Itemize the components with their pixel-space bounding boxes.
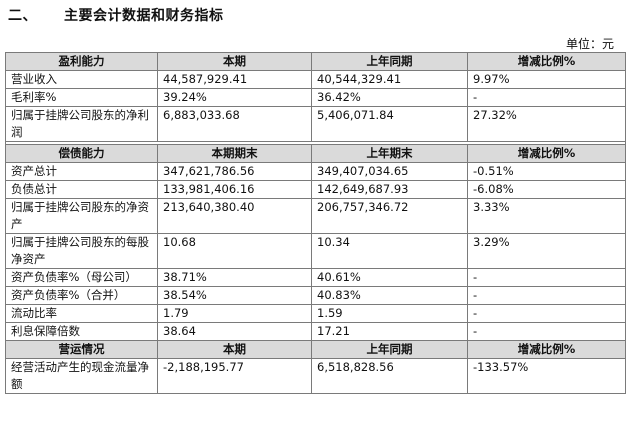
header-previous: 上年同期 (311, 52, 468, 71)
table-header-row: 偿债能力 本期期末 上年期末 增减比例% (5, 144, 626, 163)
header-change: 增减比例% (467, 144, 626, 163)
row-label: 流动比率 (5, 304, 158, 323)
current-value: -2,188,195.77 (157, 358, 312, 394)
change-value: - (467, 304, 626, 323)
row-label: 利息保障倍数 (5, 322, 158, 341)
header-change: 增减比例% (467, 52, 626, 71)
previous-value: 40,544,329.41 (311, 70, 468, 89)
header-previous: 上年期末 (311, 144, 468, 163)
change-value: - (467, 268, 626, 287)
row-label: 负债总计 (5, 180, 158, 199)
current-value: 213,640,380.40 (157, 198, 312, 234)
table-row: 流动比率 1.79 1.59 - (5, 304, 626, 323)
table-row: 资产负债率%（母公司） 38.71% 40.61% - (5, 268, 626, 287)
table-row: 归属于挂牌公司股东的每股净资产 10.68 10.34 3.29% (5, 233, 626, 269)
header-category: 营运情况 (5, 340, 158, 359)
table-row: 毛利率% 39.24% 36.42% - (5, 88, 626, 107)
change-value: -6.08% (467, 180, 626, 199)
header-change: 增减比例% (467, 340, 626, 359)
table-row: 归属于挂牌公司股东的净资产 213,640,380.40 206,757,346… (5, 198, 626, 234)
table-row: 资产负债率%（合并） 38.54% 40.83% - (5, 286, 626, 305)
previous-value: 40.83% (311, 286, 468, 305)
change-value: 3.29% (467, 233, 626, 269)
current-value: 6,883,033.68 (157, 106, 312, 142)
row-label: 归属于挂牌公司股东的每股净资产 (5, 233, 158, 269)
current-value: 347,621,786.56 (157, 162, 312, 181)
unit-label: 单位：元 (565, 37, 614, 51)
previous-value: 6,518,828.56 (311, 358, 468, 394)
row-label: 归属于挂牌公司股东的净资产 (5, 198, 158, 234)
section-number: 二、 (8, 8, 37, 24)
row-label: 资产负债率%（母公司） (5, 268, 158, 287)
header-current: 本期 (157, 52, 312, 71)
table-row: 资产总计 347,621,786.56 349,407,034.65 -0.51… (5, 162, 626, 181)
change-value: -0.51% (467, 162, 626, 181)
current-value: 38.71% (157, 268, 312, 287)
table-row: 利息保障倍数 38.64 17.21 - (5, 322, 626, 341)
previous-value: 10.34 (311, 233, 468, 269)
change-value: - (467, 88, 626, 107)
header-current: 本期期末 (157, 144, 312, 163)
previous-value: 5,406,071.84 (311, 106, 468, 142)
section-heading: 二、 主要会计数据和财务指标 (8, 5, 224, 25)
previous-value: 142,649,687.93 (311, 180, 468, 199)
previous-value: 40.61% (311, 268, 468, 287)
row-label: 经营活动产生的现金流量净额 (5, 358, 158, 394)
previous-value: 206,757,346.72 (311, 198, 468, 234)
current-value: 10.68 (157, 233, 312, 269)
row-label: 毛利率% (5, 88, 158, 107)
financial-data-table: 盈利能力 本期 上年同期 增减比例% 营业收入 44,587,929.41 40… (5, 52, 626, 394)
header-category: 偿债能力 (5, 144, 158, 163)
previous-value: 1.59 (311, 304, 468, 323)
current-value: 38.54% (157, 286, 312, 305)
current-value: 39.24% (157, 88, 312, 107)
current-value: 1.79 (157, 304, 312, 323)
current-value: 38.64 (157, 322, 312, 341)
change-value: - (467, 286, 626, 305)
change-value: 3.33% (467, 198, 626, 234)
previous-value: 349,407,034.65 (311, 162, 468, 181)
row-label: 资产总计 (5, 162, 158, 181)
previous-value: 36.42% (311, 88, 468, 107)
current-value: 44,587,929.41 (157, 70, 312, 89)
table-row: 负债总计 133,981,406.16 142,649,687.93 -6.08… (5, 180, 626, 199)
row-label: 营业收入 (5, 70, 158, 89)
change-value: 9.97% (467, 70, 626, 89)
table-row: 营业收入 44,587,929.41 40,544,329.41 9.97% (5, 70, 626, 89)
header-category: 盈利能力 (5, 52, 158, 71)
change-value: - (467, 322, 626, 341)
header-previous: 上年同期 (311, 340, 468, 359)
current-value: 133,981,406.16 (157, 180, 312, 199)
change-value: -133.57% (467, 358, 626, 394)
change-value: 27.32% (467, 106, 626, 142)
table-row: 经营活动产生的现金流量净额 -2,188,195.77 6,518,828.56… (5, 358, 626, 394)
previous-value: 17.21 (311, 322, 468, 341)
row-label: 归属于挂牌公司股东的净利润 (5, 106, 158, 142)
table-header-row: 盈利能力 本期 上年同期 增减比例% (5, 52, 626, 71)
table-header-row: 营运情况 本期 上年同期 增减比例% (5, 340, 626, 359)
section-title: 主要会计数据和财务指标 (64, 8, 224, 24)
table-row: 归属于挂牌公司股东的净利润 6,883,033.68 5,406,071.84 … (5, 106, 626, 142)
header-current: 本期 (157, 340, 312, 359)
row-label: 资产负债率%（合并） (5, 286, 158, 305)
